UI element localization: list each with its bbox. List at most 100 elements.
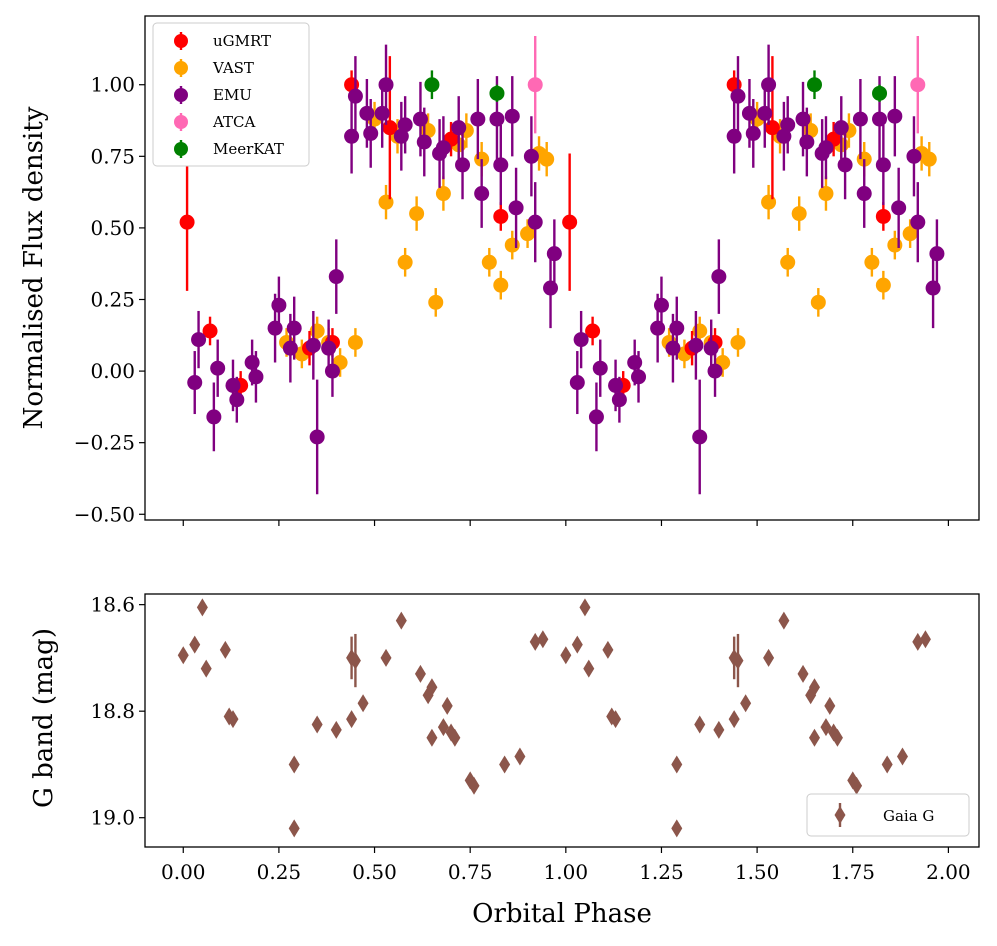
data-point bbox=[286, 320, 302, 336]
data-point bbox=[529, 632, 541, 651]
data-point bbox=[468, 776, 480, 795]
bottom-legend-box bbox=[806, 793, 970, 837]
gaia-g-band-panel: 18.6 18.8 19.0 0.00 0.25 0.50 0.75 1.00 1.25 1.5… bbox=[29, 593, 980, 929]
data-point bbox=[347, 334, 363, 350]
data-point bbox=[919, 630, 931, 649]
y-tick-label: 18.8 bbox=[90, 699, 135, 723]
legend-marker bbox=[174, 34, 188, 48]
data-point bbox=[504, 108, 520, 124]
data-point bbox=[741, 105, 757, 121]
data-point bbox=[227, 710, 239, 729]
data-point bbox=[726, 128, 742, 144]
data-point bbox=[267, 320, 283, 336]
x-tick-label: 0.00 bbox=[161, 860, 206, 884]
data-point bbox=[806, 77, 822, 93]
data-point bbox=[328, 269, 344, 285]
data-point bbox=[872, 111, 888, 127]
data-point bbox=[627, 355, 643, 370]
data-point bbox=[585, 323, 601, 339]
x-tick-label: 0.50 bbox=[352, 860, 397, 884]
data-point bbox=[493, 157, 509, 173]
top-y-axis: −0.50 −0.25 0.00 0.25 0.50 0.75 1.00 bbox=[74, 73, 145, 526]
data-point bbox=[902, 226, 918, 242]
data-point bbox=[282, 340, 298, 356]
data-point bbox=[887, 108, 903, 124]
bottom-plot-area bbox=[177, 598, 931, 838]
data-point bbox=[359, 105, 375, 121]
data-point bbox=[732, 651, 744, 670]
data-point bbox=[588, 409, 604, 425]
data-point bbox=[703, 340, 719, 356]
data-point bbox=[225, 377, 241, 393]
data-point bbox=[288, 819, 300, 838]
data-point bbox=[791, 206, 807, 222]
data-point bbox=[671, 755, 683, 774]
data-point bbox=[671, 819, 683, 838]
series-emu bbox=[187, 44, 945, 495]
data-point bbox=[864, 254, 880, 270]
data-point bbox=[344, 128, 360, 144]
data-point bbox=[875, 208, 891, 224]
data-point bbox=[875, 277, 891, 293]
data-point bbox=[244, 355, 260, 370]
bottom-x-axis-title: Orbital Phase bbox=[472, 899, 652, 929]
data-point bbox=[818, 140, 834, 156]
data-point bbox=[347, 88, 363, 104]
data-point bbox=[202, 323, 218, 339]
bottom-legend: Gaia G bbox=[806, 793, 970, 837]
data-point bbox=[912, 632, 924, 651]
data-point bbox=[449, 728, 461, 747]
data-point bbox=[539, 151, 555, 167]
data-point bbox=[546, 246, 562, 262]
y-tick-label: −0.50 bbox=[74, 502, 135, 526]
data-point bbox=[818, 186, 834, 202]
data-point bbox=[378, 77, 394, 93]
data-point bbox=[397, 117, 413, 133]
x-tick-label: 1.00 bbox=[544, 860, 589, 884]
data-point bbox=[562, 214, 578, 230]
bottom-y-axis-title: G band (mag) bbox=[29, 628, 59, 808]
data-point bbox=[191, 332, 207, 348]
data-point bbox=[309, 429, 325, 445]
data-point bbox=[669, 320, 685, 336]
data-point bbox=[778, 611, 790, 630]
data-point bbox=[346, 710, 358, 729]
legend-marker bbox=[174, 115, 188, 129]
data-point bbox=[906, 148, 922, 164]
data-point bbox=[824, 696, 836, 715]
data-point bbox=[499, 755, 511, 774]
data-point bbox=[653, 297, 669, 313]
data-point bbox=[799, 134, 815, 150]
legend-marker bbox=[174, 88, 188, 102]
data-point bbox=[692, 429, 708, 445]
data-point bbox=[650, 320, 666, 336]
x-tick-label: 0.75 bbox=[448, 860, 493, 884]
data-point bbox=[763, 648, 775, 667]
data-point bbox=[210, 360, 226, 376]
data-point bbox=[187, 375, 203, 391]
data-point bbox=[740, 694, 752, 713]
series-atca bbox=[527, 36, 926, 134]
data-point bbox=[330, 720, 342, 739]
y-tick-label: 0.25 bbox=[90, 288, 135, 312]
data-point bbox=[571, 635, 583, 654]
data-point bbox=[896, 747, 908, 766]
data-point bbox=[397, 254, 413, 270]
data-point bbox=[288, 755, 300, 774]
data-point bbox=[797, 664, 809, 683]
data-point bbox=[489, 111, 505, 127]
data-point bbox=[692, 323, 708, 339]
data-point bbox=[728, 710, 740, 729]
data-point bbox=[730, 334, 746, 350]
data-point bbox=[305, 337, 321, 353]
data-point bbox=[833, 120, 849, 136]
data-point bbox=[780, 117, 796, 133]
data-point bbox=[569, 375, 585, 391]
y-tick-label: 0.50 bbox=[90, 216, 135, 240]
data-point bbox=[583, 659, 595, 678]
data-point bbox=[481, 254, 497, 270]
data-point bbox=[921, 151, 937, 167]
series-meerkat bbox=[424, 70, 888, 102]
y-tick-label: 18.6 bbox=[90, 593, 135, 617]
